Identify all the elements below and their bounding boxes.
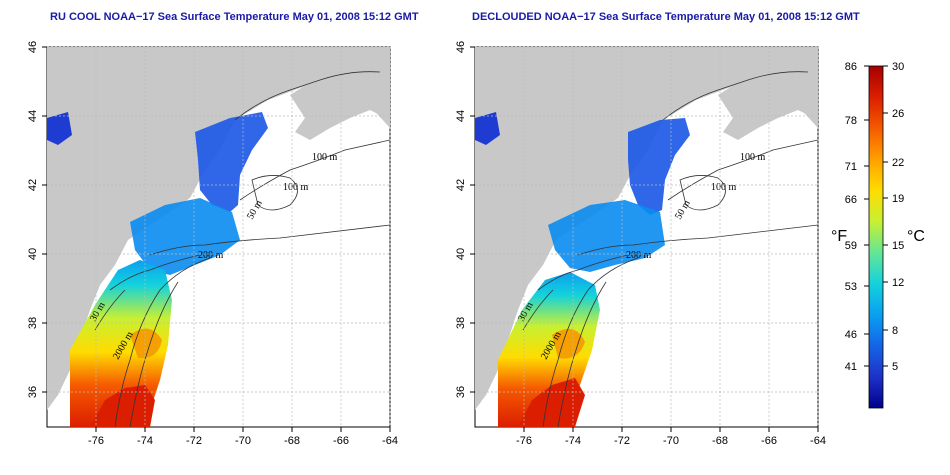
colorbar-c-label: 15	[892, 240, 904, 252]
colorbar-c-label: 19	[892, 193, 904, 205]
x-tick-label: -64	[382, 435, 398, 447]
land-mass	[475, 47, 818, 410]
x-tick-label: -70	[235, 435, 251, 447]
contour-label: 200 m	[198, 250, 224, 261]
colorbar-c-label: 22	[892, 157, 904, 169]
axis-ticks-left: -76 -74 -72 -70 -68 -66 -64 36 38 40 42 44 46	[27, 41, 398, 447]
contour-label: 100 m	[711, 182, 737, 193]
colorbar-f-label: 66	[845, 194, 857, 206]
x-tick-label: -74	[565, 435, 581, 447]
contour-label: 100 m	[740, 152, 766, 163]
axis-ticks-right: -76 -74 -72 -70 -68 -66 -64 36 38 40 42 44 46	[455, 41, 826, 447]
colorbar-f-label: 53	[845, 281, 857, 293]
y-tick-label: 38	[455, 317, 467, 329]
y-tick-label: 42	[27, 179, 39, 191]
y-tick-label: 44	[455, 110, 467, 122]
colorbar-ticks: 86 78 71 66 59 53 46 41 30 26 22 19 15 12 8 5	[845, 61, 905, 373]
sst-gulfstream	[90, 385, 155, 427]
x-tick-label: -66	[333, 435, 349, 447]
sst-gulfstream	[518, 378, 585, 427]
map-panel-right	[474, 46, 819, 428]
y-tick-label: 42	[455, 179, 467, 191]
sst-cape-cod	[47, 112, 72, 145]
colorbar-f-label: 71	[845, 161, 857, 173]
colorbar-c-label: 8	[892, 325, 898, 337]
colorbar-c-label: 5	[892, 361, 898, 373]
y-tick-label: 40	[27, 248, 39, 260]
y-tick-label: 46	[27, 41, 39, 53]
y-tick-label: 46	[455, 41, 467, 53]
panel-title-left: RU COOL NOAA−17 Sea Surface Temperature …	[50, 11, 419, 23]
land-nova-scotia	[718, 55, 818, 140]
y-tick-label: 36	[27, 386, 39, 398]
sst-gulf-maine	[195, 112, 268, 212]
colorbar-f-label: 86	[845, 61, 857, 73]
x-tick-label: -66	[761, 435, 777, 447]
x-tick-label: -72	[614, 435, 630, 447]
colorbar-f-label: 78	[845, 115, 857, 127]
x-tick-label: -70	[663, 435, 679, 447]
colorbar-c-label: 12	[892, 277, 904, 289]
contour-label: 200 m	[626, 250, 652, 261]
fahrenheit-label: °F	[831, 228, 848, 245]
sst-warm-core	[130, 328, 162, 359]
x-tick-label: -68	[284, 435, 300, 447]
colorbar-f-label: 41	[845, 361, 857, 373]
colorbar-f-label: 59	[845, 240, 857, 252]
sst-shelf-ne	[130, 198, 240, 275]
colorbar-f-label: 46	[845, 329, 857, 341]
land-nova-scotia	[290, 55, 390, 140]
isobath-contours	[94, 71, 390, 427]
land-mass	[47, 47, 390, 410]
x-tick-label: -76	[516, 435, 532, 447]
x-tick-label: -74	[137, 435, 153, 447]
colorbar-c-label: 26	[892, 108, 904, 120]
x-tick-label: -76	[88, 435, 104, 447]
contour-label: 100 m	[283, 182, 309, 193]
panel-title-right: DECLOUDED NOAA−17 Sea Surface Temperatur…	[472, 11, 860, 23]
sst-gulf-maine	[628, 118, 690, 215]
x-tick-label: -64	[810, 435, 826, 447]
colorbar	[868, 65, 884, 409]
y-tick-label: 36	[455, 386, 467, 398]
colorbar-c-label: 30	[892, 61, 904, 73]
x-tick-label: -72	[186, 435, 202, 447]
sst-cape-cod	[475, 112, 500, 145]
isobath-contours	[522, 71, 818, 427]
y-tick-label: 44	[27, 110, 39, 122]
y-tick-label: 40	[455, 248, 467, 260]
y-tick-label: 38	[27, 317, 39, 329]
contour-label: 100 m	[312, 152, 338, 163]
map-panel-left	[46, 46, 391, 428]
sst-mid-atlantic	[70, 260, 172, 427]
x-tick-label: -68	[712, 435, 728, 447]
celsius-label: °C	[907, 228, 925, 245]
